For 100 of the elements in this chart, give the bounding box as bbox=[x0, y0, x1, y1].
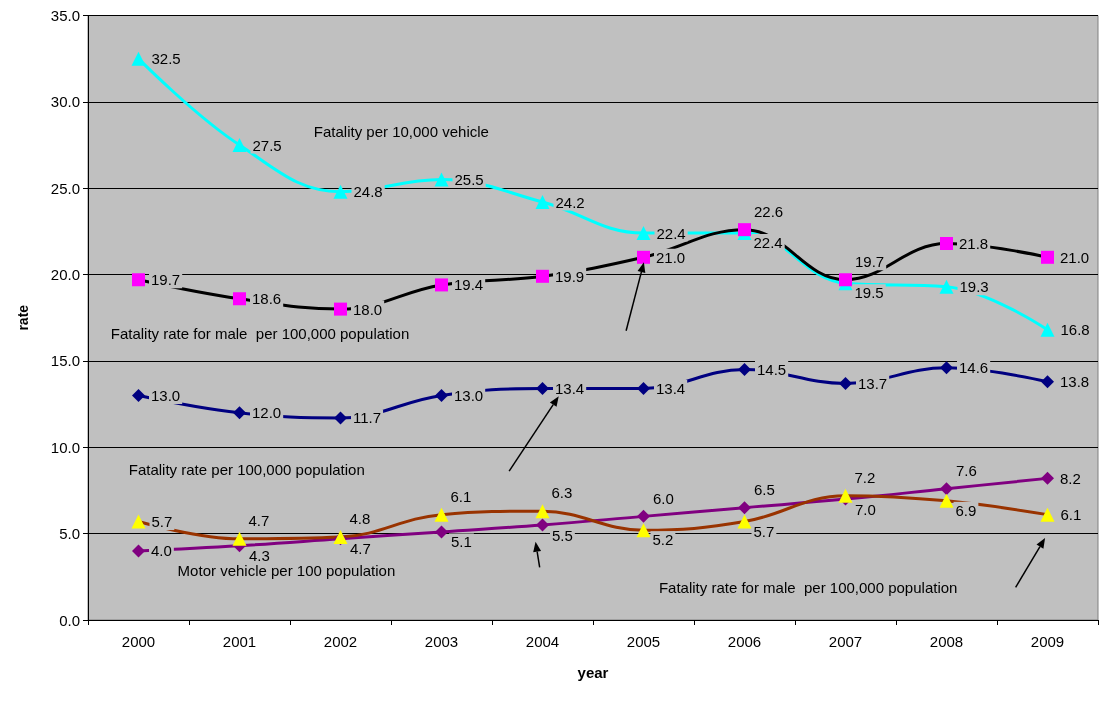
annotation: Motor vehicle per 100 population bbox=[177, 562, 396, 580]
point bbox=[738, 501, 751, 515]
x-tick-label: 2009 bbox=[1030, 633, 1065, 650]
data-label: 5.5 bbox=[552, 526, 573, 544]
data-label: 5.7 bbox=[151, 513, 173, 531]
y-tick-label: 0.0 bbox=[59, 611, 80, 629]
data-label: 7.0 bbox=[855, 500, 876, 518]
data-label: 25.5 bbox=[454, 171, 484, 189]
point bbox=[233, 406, 246, 420]
point bbox=[1041, 250, 1054, 264]
y-tick-label: 30.0 bbox=[50, 93, 80, 111]
point bbox=[637, 250, 650, 264]
data-label: 8.2 bbox=[1060, 469, 1081, 487]
y-tick-label: 5.0 bbox=[59, 525, 80, 543]
data-label: 18.6 bbox=[252, 290, 282, 308]
point bbox=[536, 382, 549, 396]
point bbox=[1040, 507, 1055, 522]
data-label: 21.0 bbox=[656, 248, 686, 266]
point bbox=[434, 172, 449, 187]
y-tick-label: 35.0 bbox=[50, 7, 80, 24]
point bbox=[131, 51, 146, 66]
x-tick-label: 2002 bbox=[323, 633, 358, 650]
data-label: 11.7 bbox=[353, 409, 382, 427]
x-tick-label: 2006 bbox=[727, 633, 762, 650]
x-axis-title: year bbox=[577, 664, 609, 681]
data-label: 24.2 bbox=[555, 193, 585, 211]
data-label: 4.0 bbox=[151, 542, 172, 560]
data-label: 6.9 bbox=[955, 501, 977, 519]
point bbox=[839, 376, 852, 390]
data-label: 5.2 bbox=[652, 531, 674, 549]
data-label: 24.8 bbox=[353, 183, 383, 201]
x-tick-label: 2003 bbox=[424, 633, 459, 650]
data-label: 18.0 bbox=[353, 300, 383, 318]
data-label: 13.4 bbox=[555, 380, 585, 398]
y-tick-label: 10.0 bbox=[50, 438, 80, 456]
point bbox=[535, 195, 550, 210]
annotation: Fatality rate for male per 100,000 population bbox=[110, 325, 410, 343]
x-tick-label: 2001 bbox=[222, 633, 257, 650]
data-label: 21.8 bbox=[959, 234, 989, 252]
point bbox=[232, 138, 247, 153]
data-label: 21.0 bbox=[1060, 248, 1090, 266]
annotation: Fatality rate per 100,000 population bbox=[128, 460, 365, 478]
data-label: 6.1 bbox=[450, 487, 472, 505]
point bbox=[737, 514, 752, 529]
point bbox=[334, 302, 347, 316]
data-label: 13.7 bbox=[858, 374, 888, 392]
data-label: 19.7 bbox=[151, 271, 181, 289]
data-label: 12.0 bbox=[252, 404, 282, 422]
data-label: 6.5 bbox=[754, 481, 775, 499]
y-tick-label: 25.0 bbox=[50, 179, 80, 197]
data-label: 14.5 bbox=[757, 361, 787, 379]
data-label: 4.3 bbox=[249, 547, 270, 565]
x-tick-label: 2005 bbox=[626, 633, 661, 650]
data-label: 19.5 bbox=[854, 284, 884, 302]
point bbox=[939, 493, 954, 508]
data-label: 4.8 bbox=[349, 510, 371, 528]
data-label: 19.3 bbox=[959, 278, 989, 296]
point bbox=[435, 525, 448, 539]
data-label: 13.8 bbox=[1060, 373, 1090, 391]
data-label: 13.0 bbox=[151, 386, 181, 404]
point bbox=[940, 236, 953, 250]
data-label: 6.3 bbox=[551, 484, 573, 502]
data-label: 7.2 bbox=[854, 468, 876, 486]
annotation: Fatality per 10,000 vehicle bbox=[313, 122, 489, 140]
data-label: 13.0 bbox=[454, 386, 484, 404]
data-label: 6.1 bbox=[1060, 506, 1082, 524]
data-label: 19.7 bbox=[855, 253, 885, 271]
data-label: 22.4 bbox=[656, 224, 686, 242]
point bbox=[435, 278, 448, 292]
data-label: 19.4 bbox=[454, 276, 484, 294]
data-label: 13.4 bbox=[656, 380, 686, 398]
y-tick-label: 20.0 bbox=[50, 266, 80, 284]
point bbox=[536, 518, 549, 532]
data-label: 27.5 bbox=[252, 136, 282, 154]
point bbox=[333, 184, 348, 199]
data-label: 22.6 bbox=[754, 203, 784, 221]
point bbox=[435, 388, 448, 402]
point bbox=[636, 523, 651, 538]
point bbox=[1041, 471, 1054, 485]
point bbox=[636, 226, 651, 241]
point bbox=[1040, 322, 1055, 337]
data-label: 14.6 bbox=[959, 359, 989, 377]
point bbox=[132, 544, 145, 558]
x-tick-label: 2004 bbox=[525, 633, 560, 650]
point bbox=[536, 269, 549, 283]
x-tick-label: 2000 bbox=[121, 633, 156, 650]
point bbox=[940, 361, 953, 375]
point bbox=[132, 273, 145, 287]
data-label: 19.9 bbox=[555, 267, 585, 285]
data-label: 16.8 bbox=[1060, 321, 1090, 339]
data-label: 5.7 bbox=[753, 522, 775, 540]
data-label: 4.7 bbox=[248, 511, 270, 529]
data-label: 4.7 bbox=[350, 540, 371, 558]
point bbox=[1041, 375, 1054, 389]
point bbox=[637, 509, 650, 523]
data-label: 7.6 bbox=[956, 462, 977, 480]
point bbox=[233, 292, 246, 306]
point bbox=[939, 279, 954, 294]
x-tick-label: 2008 bbox=[929, 633, 964, 650]
data-label: 22.4 bbox=[753, 234, 783, 252]
